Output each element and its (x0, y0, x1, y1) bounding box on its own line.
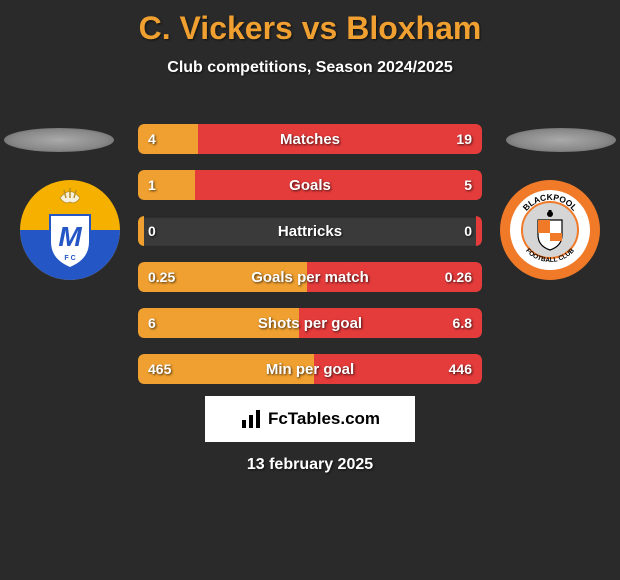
page-title: C. Vickers vs Bloxham (0, 0, 620, 47)
bar-row: 00Hattricks (138, 216, 482, 246)
bar-row: 15Goals (138, 170, 482, 200)
fctables-logo: FcTables.com (205, 396, 415, 442)
bar-fill-left (138, 216, 144, 246)
svg-text:F C: F C (64, 255, 75, 262)
bar-fill-left (138, 308, 299, 338)
mansfield-badge-icon: M F C (20, 180, 120, 280)
platform-right (506, 128, 616, 152)
bar-fill-left (138, 170, 195, 200)
svg-text:M: M (58, 221, 82, 252)
bar-row: 0.250.26Goals per match (138, 262, 482, 292)
blackpool-badge-icon: BLACKPOOL FOOTBALL CLUB (500, 180, 600, 280)
page-subtitle: Club competitions, Season 2024/2025 (0, 59, 620, 77)
bar-fill-left (138, 124, 198, 154)
bar-fill-right (195, 170, 482, 200)
left-team-badge: M F C (20, 180, 120, 280)
bar-label: Hattricks (138, 216, 482, 246)
bar-fill-right (307, 262, 482, 292)
bar-chart-icon (240, 408, 262, 430)
bar-fill-right (476, 216, 482, 246)
bar-fill-right (198, 124, 482, 154)
bar-row: 66.8Shots per goal (138, 308, 482, 338)
bar-fill-left (138, 354, 314, 384)
bar-fill-right (299, 308, 482, 338)
bar-row: 465446Min per goal (138, 354, 482, 384)
bar-fill-right (314, 354, 482, 384)
bar-row: 419Matches (138, 124, 482, 154)
bar-fill-left (138, 262, 307, 292)
platform-left (4, 128, 114, 152)
footer-date: 13 february 2025 (0, 456, 620, 474)
footer-logo-text: FcTables.com (268, 409, 380, 429)
right-team-badge: BLACKPOOL FOOTBALL CLUB (500, 180, 600, 280)
comparison-bars: 419Matches 15Goals 00Hattricks 0.250.26Goal… (138, 124, 482, 400)
